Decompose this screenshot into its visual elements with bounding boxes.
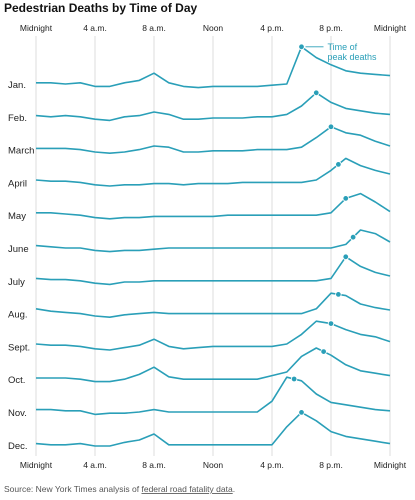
top-tick-label: 4 p.m. [260, 23, 284, 33]
top-axis: Midnight 4 a.m. 8 a.m. Noon 4 p.m. 8 p.m. Midn… [20, 23, 407, 33]
month-label: July [8, 277, 25, 288]
month-label: June [8, 244, 29, 255]
series-line [36, 46, 391, 89]
peak-marker [298, 43, 305, 50]
series-3: April [8, 157, 391, 189]
annotation-text: Time of [328, 42, 358, 52]
month-label: April [8, 178, 27, 189]
top-tick-label: Midnight [20, 23, 53, 33]
bottom-tick-label: 8 a.m. [142, 460, 166, 470]
top-tick-label: 4 a.m. [83, 23, 107, 33]
series-4: May [8, 192, 391, 222]
source-note: Source: New York Times analysis of feder… [4, 484, 235, 494]
series-5: June [8, 229, 391, 255]
series-7: Aug. [8, 291, 391, 321]
month-label: May [8, 211, 26, 222]
series-0: Jan. [8, 43, 391, 91]
series-line [35, 292, 391, 318]
source-link[interactable]: federal road fatality data [141, 484, 232, 494]
bottom-tick-label: Noon [203, 460, 224, 470]
peak-marker [349, 233, 357, 241]
peak-marker [327, 123, 335, 130]
series-10: Nov. [8, 375, 391, 419]
month-label: Sept. [8, 342, 30, 353]
bottom-tick-label: 4 p.m. [260, 460, 284, 470]
top-tick-label: 8 p.m. [319, 23, 343, 33]
month-label: March [8, 146, 34, 157]
series-11: Dec. [8, 409, 391, 452]
month-label: Dec. [8, 441, 28, 452]
series-group: Jan. Feb. March April May June July Aug. Sept. Oc… [8, 43, 391, 452]
series-line [35, 229, 391, 253]
series-6: July [8, 253, 391, 288]
peak-marker [290, 375, 298, 383]
peak-marker [327, 320, 335, 327]
bottom-tick-label: Midnight [374, 460, 407, 470]
series-9: Oct. [8, 347, 391, 386]
grid [35, 36, 391, 456]
bottom-tick-label: Midnight [20, 460, 53, 470]
series-line [35, 92, 391, 122]
month-label: Jan. [8, 80, 26, 91]
series-line [36, 192, 391, 220]
month-label: Feb. [8, 113, 27, 124]
series-line [36, 376, 391, 416]
peak-marker [335, 161, 342, 168]
source-prefix: Source: New York Times analysis of [4, 484, 141, 494]
source-suffix: . [233, 484, 235, 494]
top-tick-label: Midnight [374, 23, 407, 33]
bottom-tick-label: 8 p.m. [319, 460, 343, 470]
series-2: March [8, 123, 391, 157]
peak-marker [342, 253, 349, 260]
top-tick-label: 8 a.m. [142, 23, 166, 33]
series-line [35, 411, 391, 447]
peak-marker [335, 291, 342, 298]
peak-marker [298, 409, 305, 416]
series-line [35, 256, 391, 286]
bottom-tick-label: 4 a.m. [83, 460, 107, 470]
series-8: Sept. [8, 320, 391, 353]
series-1: Feb. [8, 89, 391, 124]
chart-title: Pedestrian Deaths by Time of Day [4, 1, 198, 15]
month-label: Nov. [8, 408, 27, 419]
month-label: Aug. [8, 310, 28, 321]
annotation-text: peak deaths [328, 52, 378, 62]
peak-marker [342, 195, 349, 202]
top-tick-label: Noon [203, 23, 224, 33]
month-label: Oct. [8, 375, 25, 386]
series-line [36, 347, 391, 383]
peak-marker [313, 89, 320, 96]
bottom-axis: Midnight 4 a.m. 8 a.m. Noon 4 p.m. 8 p.m. Midn… [20, 460, 407, 470]
series-line [35, 157, 391, 187]
peak-marker [320, 348, 327, 355]
